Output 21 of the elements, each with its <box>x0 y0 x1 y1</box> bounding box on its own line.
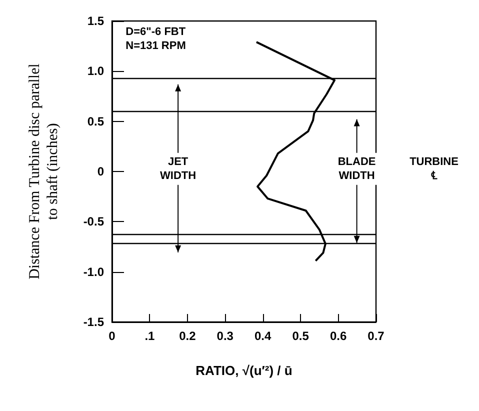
x-axis-title: RATIO, √(u′²) / ū <box>196 363 292 378</box>
x-tick-label: 0.2 <box>179 329 196 343</box>
x-tick-label: 0.5 <box>292 329 310 343</box>
text: TURBINE ℄ <box>410 156 458 182</box>
x-tick-label: 0.4 <box>254 329 272 343</box>
y-tick-label: -0.5 <box>83 214 104 229</box>
x-tick-label: 0 <box>108 329 116 343</box>
y-tick-label: 1.5 <box>87 14 104 28</box>
y-tick-label: 0.5 <box>87 114 104 128</box>
y-tick-label: 1.0 <box>87 64 104 78</box>
x-tick-label: 0.6 <box>330 329 347 343</box>
x-tick-label: 0.3 <box>216 329 234 343</box>
annotation: BLADE WIDTH <box>338 156 376 182</box>
y-tick-label: -1.0 <box>83 264 104 279</box>
annotation: JET WIDTH <box>160 156 196 182</box>
y-axis-title: Distance From Turbine disc parallel to shaft (inches) <box>27 64 61 280</box>
x-tick-label: 0.7 <box>368 329 385 343</box>
y-tick-label: -1.5 <box>83 315 104 329</box>
annotation: D=6"-6 FBT N=131 RPM <box>126 26 186 52</box>
y-tick-label: 0 <box>97 164 104 178</box>
x-tick-label: .1 <box>144 329 156 343</box>
